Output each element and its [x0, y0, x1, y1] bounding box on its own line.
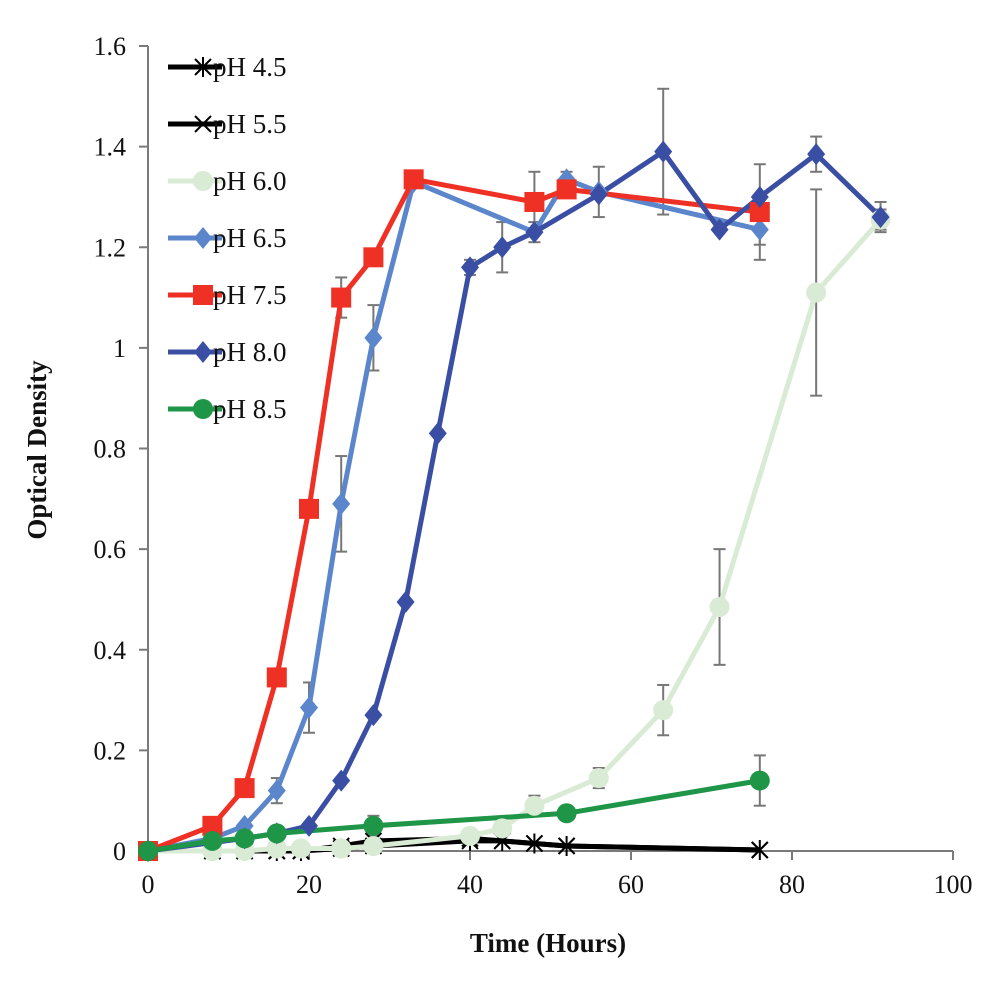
data-point-ph-8-0 — [428, 422, 447, 445]
data-point-ph-8-5 — [363, 815, 384, 836]
data-point-ph-6-0 — [492, 818, 513, 839]
series-line-ph-6-0 — [148, 217, 883, 854]
series-lines — [147, 149, 883, 854]
legend-label: pH 4.5 — [213, 52, 287, 82]
data-point-ph-5-5 — [557, 837, 576, 855]
legend-item-ph-8-5: pH 8.5 — [168, 394, 287, 424]
series-markers — [138, 140, 891, 862]
legend-marker — [194, 57, 212, 77]
legend: pH 4.5 pH 5.5 pH 6.0 pH 6.5 pH 7.5 pH 8.0 pH 8… — [168, 52, 287, 424]
data-point-ph-8-5 — [749, 770, 770, 791]
x-tick-label: 100 — [934, 870, 973, 899]
data-point-ph-8-5 — [138, 841, 158, 861]
y-tick-label: 1.2 — [94, 233, 127, 262]
data-point-ph-8-0 — [654, 140, 673, 163]
legend-label: pH 6.5 — [213, 223, 287, 253]
y-tick-label: 0.4 — [94, 636, 127, 665]
data-point-ph-8-0 — [871, 206, 890, 229]
data-point-ph-7-5 — [299, 498, 319, 519]
y-tick-label: 0.6 — [94, 535, 127, 564]
y-tick-label: 1.4 — [94, 133, 127, 162]
x-tick-label: 80 — [779, 870, 805, 899]
error-bars — [270, 87, 887, 837]
data-point-ph-7-5 — [403, 169, 424, 190]
data-point-ph-7-5 — [266, 667, 287, 688]
data-point-ph-6-5 — [267, 779, 286, 802]
data-point-ph-6-0 — [363, 835, 384, 856]
data-point-ph-6-5 — [300, 696, 318, 719]
legend-marker — [193, 171, 213, 191]
legend-marker — [194, 227, 212, 249]
data-point-ph-6-0 — [460, 825, 480, 846]
legend-item-ph-7-5: pH 7.5 — [168, 280, 287, 310]
data-point-ph-8-0 — [710, 218, 729, 241]
data-point-ph-7-5 — [234, 778, 255, 799]
legend-label: pH 5.5 — [213, 109, 287, 139]
legend-label: pH 8.5 — [213, 394, 287, 424]
x-axis-title: Time (Hours) — [470, 928, 626, 958]
data-point-ph-7-5 — [331, 287, 352, 308]
x-tick-label: 20 — [296, 870, 322, 899]
legend-marker — [193, 285, 213, 305]
axes: 0 0.2 0.4 0.6 0.8 1 1.2 1.4 1.6 0 20 40 60 80 100 — [94, 32, 973, 899]
x-tick-label: 40 — [457, 870, 483, 899]
legend-label: pH 8.0 — [213, 337, 287, 367]
data-point-ph-6-0 — [331, 838, 352, 859]
legend-marker — [193, 399, 213, 419]
legend-item-ph-6-0: pH 6.0 — [168, 166, 287, 196]
data-point-ph-8-0 — [461, 256, 479, 279]
data-point-ph-6-0 — [588, 768, 609, 789]
data-point-ph-5-5 — [525, 834, 544, 853]
data-point-ph-8-5 — [234, 828, 255, 849]
data-point-ph-7-5 — [556, 179, 577, 200]
legend-label: pH 6.0 — [213, 166, 287, 196]
data-point-ph-8-0 — [364, 704, 383, 727]
legend-item-ph-4-5: pH 4.5 — [168, 52, 287, 82]
y-tick-label: 0.2 — [94, 736, 127, 765]
data-point-ph-6-5 — [750, 218, 769, 241]
y-tick-label: 0.8 — [94, 435, 127, 464]
data-point-ph-6-5 — [332, 492, 351, 515]
data-point-ph-8-5 — [266, 823, 287, 844]
data-point-ph-7-5 — [202, 815, 223, 836]
y-tick-label: 0 — [113, 837, 126, 866]
data-point-ph-8-0 — [332, 769, 351, 792]
data-point-ph-6-0 — [653, 700, 674, 721]
data-point-ph-8-5 — [202, 830, 223, 851]
legend-item-ph-6-5: pH 6.5 — [168, 223, 287, 253]
x-tick-label: 0 — [142, 870, 155, 899]
data-point-ph-8-5 — [556, 803, 577, 824]
data-point-ph-8-0 — [525, 221, 544, 244]
legend-label: pH 7.5 — [213, 280, 287, 310]
legend-marker — [194, 115, 212, 133]
data-point-ph-7-5 — [363, 247, 384, 268]
data-point-ph-8-0 — [396, 590, 415, 613]
data-point-ph-8-0 — [750, 185, 769, 208]
data-point-ph-6-0 — [709, 596, 730, 617]
data-point-ph-6-0 — [266, 838, 287, 859]
legend-item-ph-5-5: pH 5.5 — [168, 109, 287, 139]
data-point-ph-5-5 — [751, 841, 769, 859]
data-point-ph-8-0 — [300, 814, 318, 837]
data-point-ph-6-0 — [524, 795, 545, 816]
y-axis-title: Optical Density — [22, 360, 52, 540]
data-point-ph-7-5 — [524, 191, 545, 212]
data-point-ph-6-0 — [290, 838, 311, 859]
legend-item-ph-8-0: pH 8.0 — [168, 337, 287, 367]
data-point-ph-8-0 — [493, 236, 512, 259]
data-point-ph-6-0 — [806, 282, 827, 303]
data-point-ph-7-5 — [749, 202, 770, 223]
data-point-ph-8-0 — [589, 183, 608, 206]
x-tick-label: 60 — [618, 870, 644, 899]
data-point-ph-6-5 — [364, 326, 383, 349]
legend-marker — [194, 341, 212, 363]
y-tick-label: 1.6 — [94, 32, 127, 61]
data-point-ph-8-0 — [807, 143, 826, 166]
y-tick-label: 1 — [113, 334, 126, 363]
